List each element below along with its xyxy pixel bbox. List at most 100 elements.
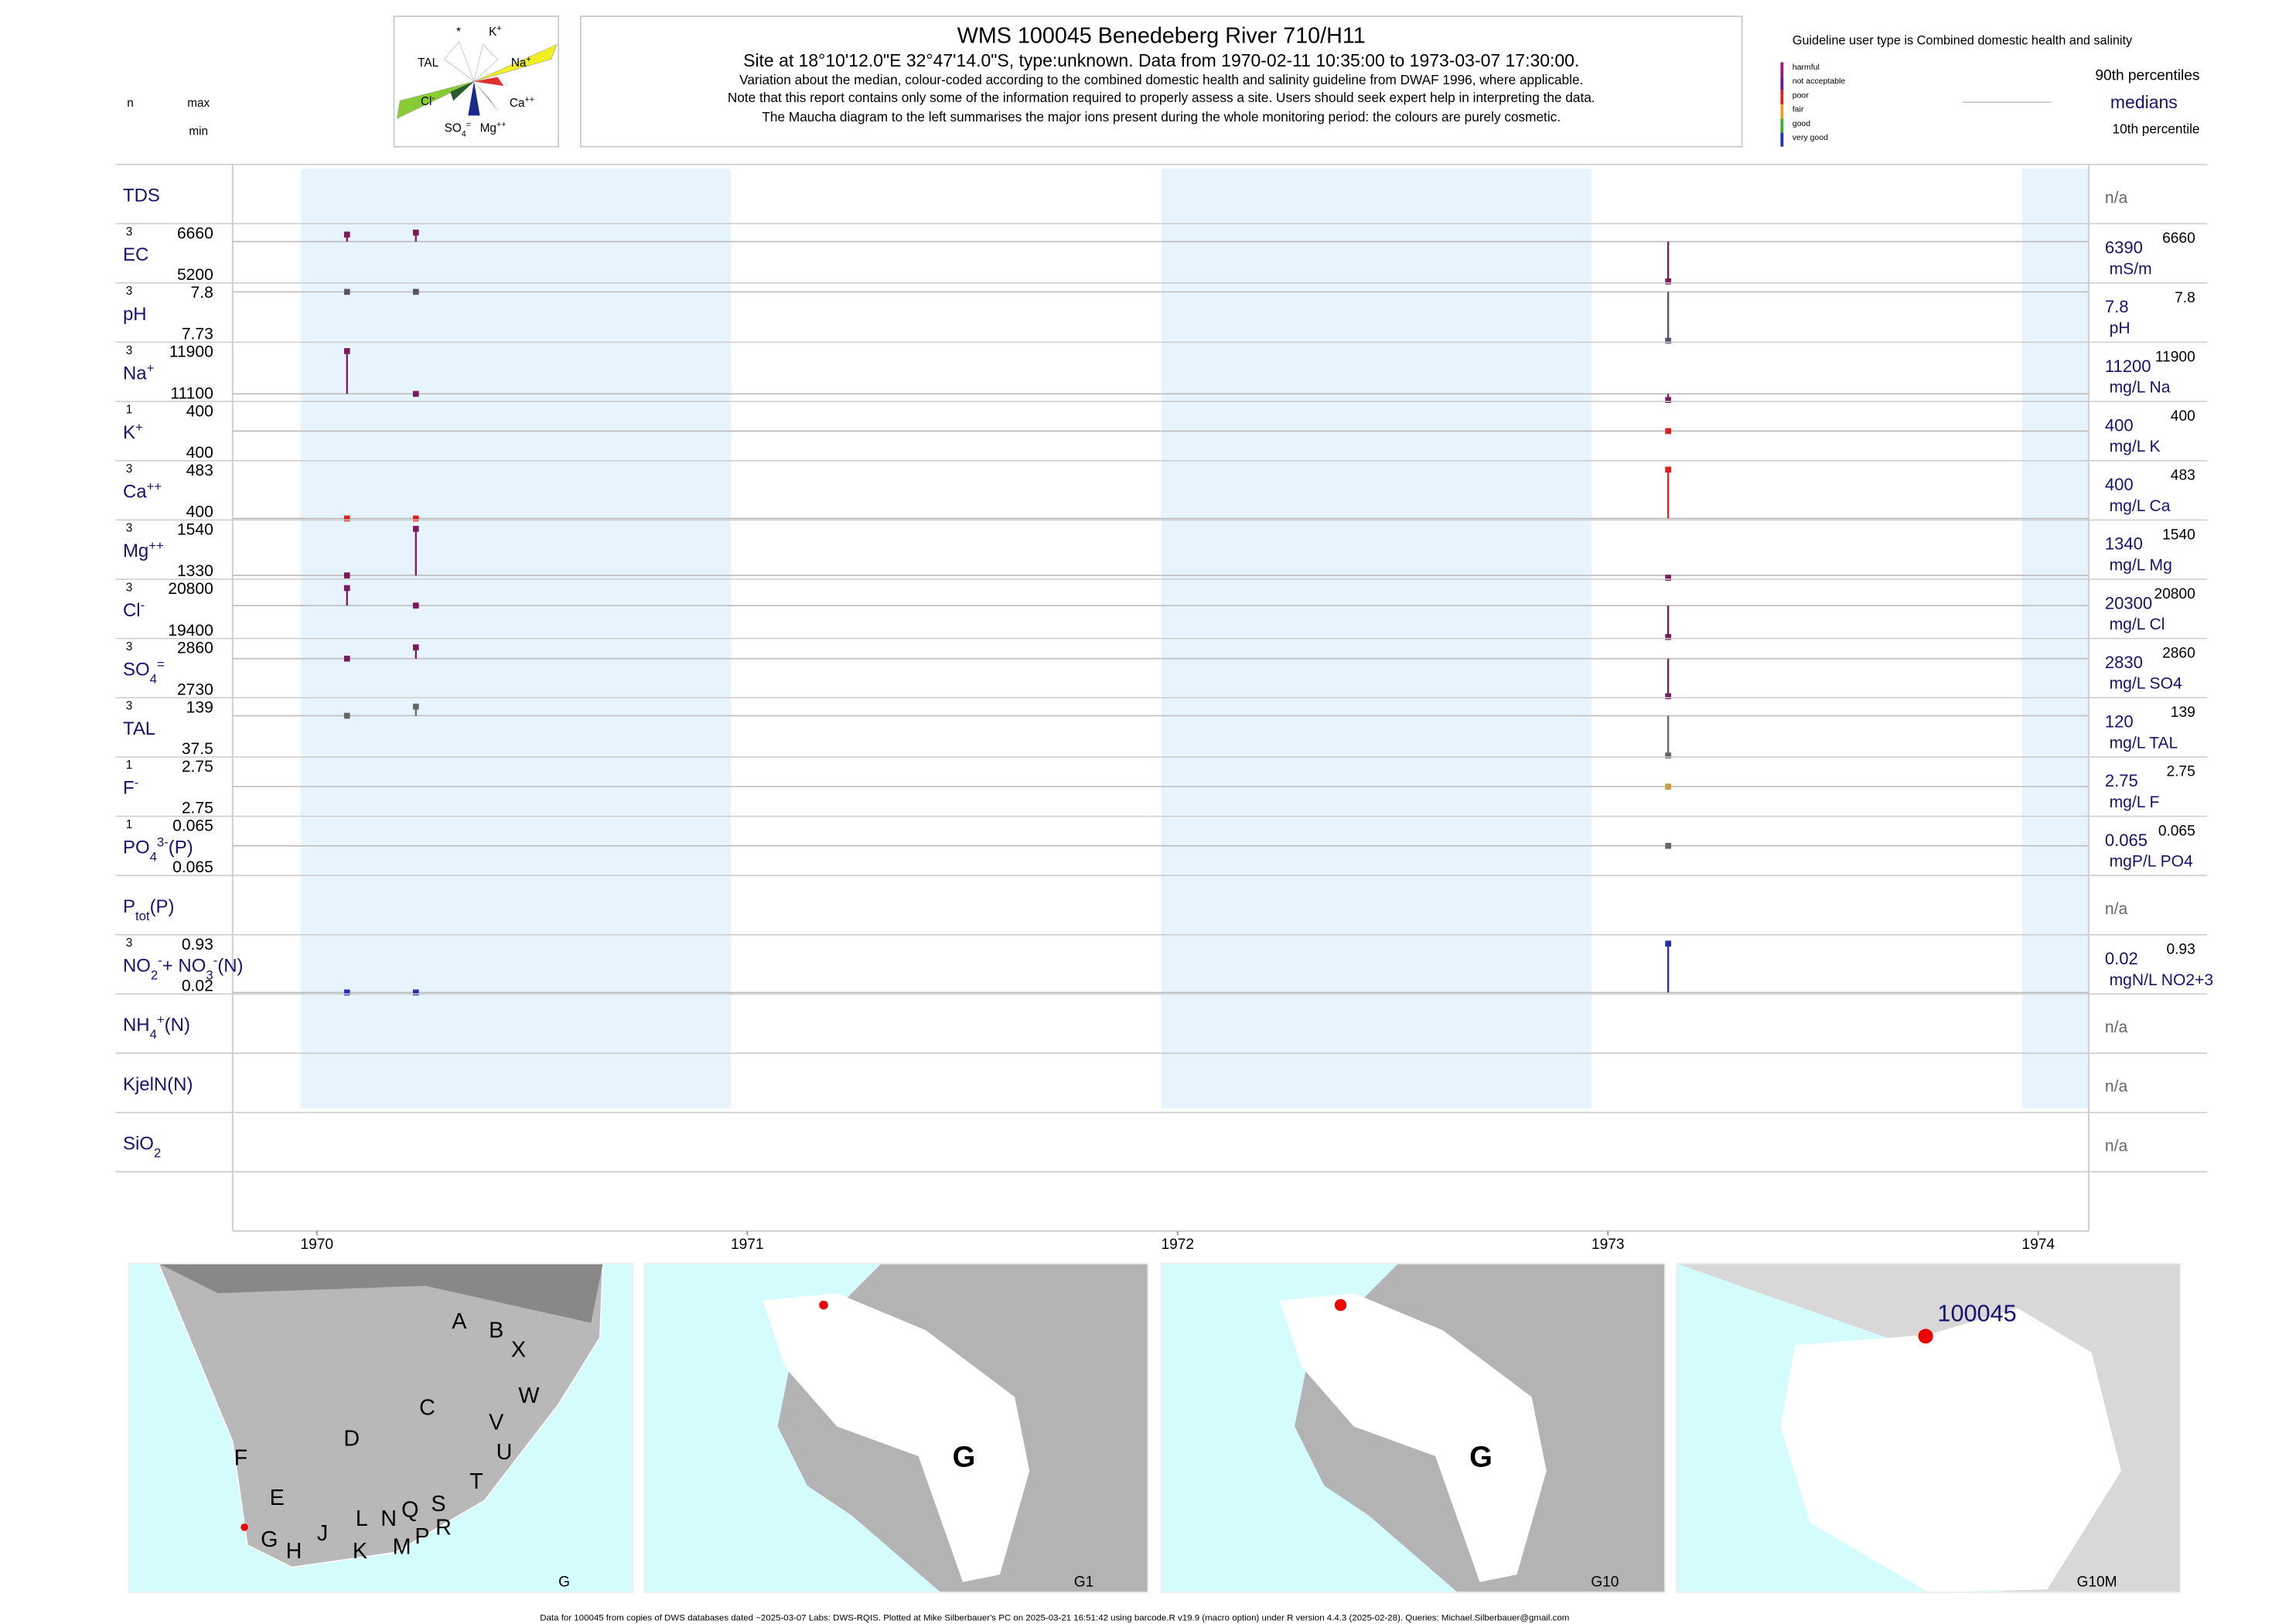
label-part: - [135, 775, 139, 790]
sample [343, 989, 350, 996]
label-part: Mg [480, 122, 496, 135]
sample [1665, 466, 1671, 473]
map-letter: 100045 [1937, 1301, 2016, 1327]
row-label: TDS [123, 186, 160, 206]
sample [412, 391, 419, 397]
row-max: 20800 [168, 580, 213, 598]
row-n: 3 [126, 522, 133, 535]
sample [412, 288, 419, 295]
label-part: Na [511, 56, 527, 70]
row-max: 11900 [169, 343, 213, 361]
x-tick-label: 1973 [1592, 1237, 1625, 1253]
legend-swatch [1780, 104, 1784, 119]
sample [1665, 337, 1671, 344]
legend-class: poor [1793, 90, 1810, 100]
label-part: = [466, 121, 471, 130]
sample [412, 526, 419, 532]
map-letter: N [380, 1506, 397, 1531]
label-part: 3 [206, 967, 213, 982]
legend-swatch [1780, 132, 1784, 147]
sample [343, 288, 350, 295]
legend-p90: 90th percentiles [2095, 67, 2199, 84]
maucha-label: K+ [489, 24, 501, 39]
map-panel: G G10 [1160, 1262, 1666, 1594]
sample [1665, 575, 1671, 581]
map-letter: C [419, 1395, 435, 1420]
map-letter: M [393, 1534, 411, 1559]
label-part: + [157, 1012, 165, 1027]
row-n: 3 [126, 344, 133, 357]
label-part: * [456, 26, 461, 39]
label-part: (P) [150, 896, 175, 917]
row-min: 7.73 [182, 326, 213, 343]
sample [412, 602, 419, 609]
label-part: 2 [151, 967, 158, 982]
map-catchment [1780, 1308, 2121, 1593]
row-max: 2860 [177, 640, 213, 657]
label-part: + [147, 360, 155, 375]
row-max: 0.065 [172, 817, 213, 835]
map-letter: T [469, 1469, 483, 1494]
row-label: EC [123, 244, 148, 265]
row-unit: mg/L K [2110, 438, 2161, 455]
map-letter: U [496, 1440, 513, 1465]
site-marker [241, 1523, 248, 1531]
row-min: 37.5 [182, 740, 213, 758]
row-median: 2.75 [2105, 771, 2138, 790]
legend-swatch [1780, 76, 1784, 90]
label-part: 3- [157, 834, 169, 849]
row-max-right: 11900 [2155, 349, 2195, 365]
sample [412, 644, 419, 650]
sample [343, 585, 350, 592]
row-n: 3 [126, 937, 133, 950]
row-max-right: 20800 [2154, 586, 2195, 602]
column-head: min [189, 125, 208, 138]
maucha-label: Ca++ [510, 95, 534, 110]
label-part: 4 [462, 130, 466, 139]
legend-class: very good [1793, 133, 1828, 142]
row-label: PO43-(P) [123, 834, 193, 864]
map-label: G [558, 1575, 570, 1591]
row-n: 3 [126, 700, 133, 713]
row-min: 19400 [168, 622, 213, 640]
row-unit: mgP/L PO4 [2110, 853, 2193, 871]
map-letter: D [343, 1427, 360, 1452]
label-part: pH [123, 304, 147, 325]
column-head: n [127, 97, 134, 110]
row-min: 5200 [177, 266, 213, 284]
not-available: n/a [2105, 1078, 2128, 1096]
legend-median: medians [2110, 92, 2178, 112]
row-label: SiO2 [123, 1133, 161, 1160]
row-label: Cl- [123, 597, 145, 620]
map-letter: G [1469, 1440, 1493, 1473]
row-max: 139 [186, 698, 213, 716]
maucha-label: Na+ [511, 55, 531, 70]
label-part: Na [123, 363, 147, 384]
label-part: Ca [510, 97, 525, 110]
row-max: 6660 [177, 224, 213, 242]
label-part: K [489, 26, 497, 39]
sample [343, 515, 350, 522]
row-min: 2.75 [182, 800, 213, 817]
legend-class: good [1793, 119, 1811, 128]
row-unit: mg/L Ca [2110, 497, 2171, 515]
sample [343, 348, 350, 354]
sample [343, 712, 350, 719]
row-median: 20300 [2105, 593, 2152, 612]
map-catchment [762, 1293, 1030, 1582]
sample [1665, 752, 1671, 759]
label-part: + [135, 420, 143, 435]
note: The Maucha diagram to the left summarise… [762, 109, 1561, 125]
row-median: 400 [2105, 415, 2134, 435]
row-max-right: 2.75 [2166, 764, 2195, 780]
sample [1665, 842, 1671, 849]
map-frame [128, 1262, 633, 1594]
row-unit: mg/L Na [2110, 379, 2171, 397]
row-n: 3 [126, 462, 133, 476]
row-max-right: 483 [2171, 468, 2195, 484]
sample [1665, 633, 1671, 640]
sample [1665, 693, 1671, 700]
sample [412, 229, 419, 236]
